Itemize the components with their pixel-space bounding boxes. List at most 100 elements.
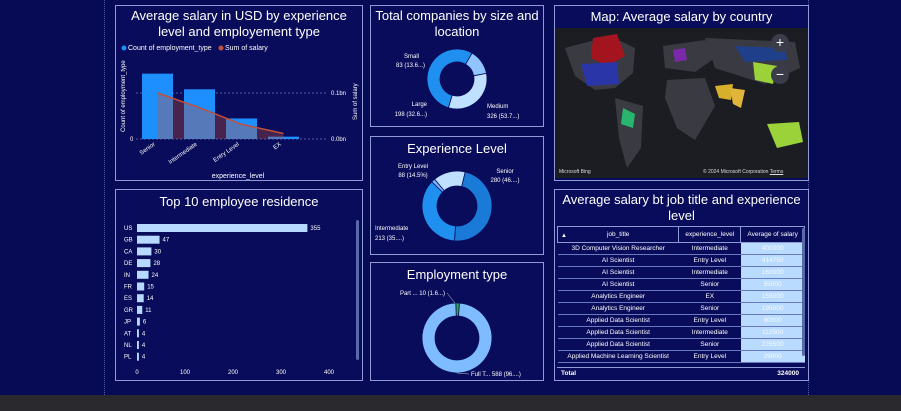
cell-average-salary: 160000 <box>740 266 805 279</box>
employment-title: Employment type <box>406 267 508 282</box>
cell-job-title: 3D Computer Vision Researcher <box>557 242 679 255</box>
legend-sum-label: Sum of salary <box>225 45 268 52</box>
cell-experience-level: Intermediate <box>678 326 741 339</box>
datalabel-jp: 6 <box>143 320 147 326</box>
datalabel-intermediate: 213 (35....) <box>375 236 404 242</box>
bar-ca[interactable] <box>137 247 152 256</box>
canvas-left-border <box>104 0 105 395</box>
bar-gb[interactable] <box>137 235 160 244</box>
table-row[interactable]: AI Scientist Senior 55000 <box>557 278 805 291</box>
table-row[interactable]: Analytics Engineer Senior 195000 <box>557 302 805 315</box>
map-panel[interactable]: Map: Average salary by country + − Micro… <box>554 5 809 181</box>
col-header-average-salary[interactable]: Average of salary <box>740 226 805 243</box>
map-credit-corp: © 2024 Microsoft Corporation Terms <box>703 169 783 175</box>
slice-ex[interactable] <box>431 178 445 193</box>
x-tick-entry-level: Entry Level <box>213 142 241 164</box>
salary-experience-panel[interactable]: Average salary in USD by experience leve… <box>115 5 363 181</box>
x-tick-0: 0 <box>135 370 139 376</box>
cell-job-title: Applied Data Scientist <box>557 326 679 339</box>
bar-jp[interactable] <box>137 317 140 326</box>
x-tick-200: 200 <box>228 370 239 376</box>
cell-job-title: AI Scientist <box>557 266 679 279</box>
cell-experience-level: Intermediate <box>678 242 741 255</box>
table-row[interactable]: Applied Data Scientist Senior 276500 <box>557 338 805 351</box>
datalabel-at: 4 <box>142 331 146 337</box>
cell-job-title: Analytics Engineer <box>557 290 679 303</box>
map-credit-bing: Microsoft Bing <box>559 169 591 175</box>
y-left-tick-0: 0 <box>130 137 134 143</box>
x-tick-intermediate: Intermediate <box>168 141 199 165</box>
col-header-experience-level[interactable]: experience_level <box>678 226 742 243</box>
usa-region <box>581 62 619 86</box>
bar-in[interactable] <box>137 270 149 279</box>
experience-donut-chart: Entry Level 88 (14.5%) Senior 280 (46....) I… <box>375 164 520 242</box>
slice-intermediate[interactable] <box>421 181 456 242</box>
y-right-label: Sum of salary <box>353 83 359 120</box>
bar-es[interactable] <box>137 294 144 303</box>
table-row[interactable]: Analytics Engineer EX 155000 <box>557 290 805 303</box>
legend-sum-marker <box>218 45 224 51</box>
slice-senior[interactable] <box>454 171 493 242</box>
slice-medium[interactable] <box>426 48 473 109</box>
datalabel-de: 28 <box>153 261 160 267</box>
cell-experience-level: EX <box>678 290 741 303</box>
cell-experience-level: Entry Level <box>678 254 741 267</box>
experience-panel[interactable]: Experience Level Entry Level 88 (14.5%) Se… <box>370 136 544 255</box>
table-row[interactable]: AI Scientist Entry Level 414750 <box>557 254 805 267</box>
datalabel-small: 83 (13.6...) <box>396 63 425 69</box>
bar-at[interactable] <box>137 329 139 338</box>
bar-de[interactable] <box>137 259 151 268</box>
total-label: Total <box>561 370 577 377</box>
cell-job-title: AI Scientist <box>557 254 679 267</box>
bar-count-intermediate[interactable] <box>184 89 215 139</box>
y-tick-de: DE <box>124 261 132 267</box>
zoom-in-button[interactable]: + <box>771 34 789 52</box>
bar-count-senior[interactable] <box>142 73 173 139</box>
label-small: Small <box>404 54 419 60</box>
table-row[interactable]: Applied Data Scientist Entry Level 80000 <box>557 314 805 327</box>
bar-us[interactable] <box>137 224 308 232</box>
datalabel-es: 14 <box>147 296 154 302</box>
companies-panel[interactable]: Total companies by size and location Sma… <box>370 5 544 127</box>
sort-arrow-icon[interactable]: ▲ <box>561 233 567 239</box>
datalabel-nl: 4 <box>142 343 146 349</box>
y-right-tick-zero: 0.0bn <box>331 137 346 143</box>
bar-pl[interactable] <box>137 352 139 361</box>
table-body: 3D Computer Vision Researcher Intermediat… <box>557 242 805 363</box>
table-scrollbar[interactable] <box>802 228 805 356</box>
datalabel-pl: 4 <box>142 355 146 361</box>
slice-large[interactable] <box>447 72 488 110</box>
leader-full-time <box>456 372 470 375</box>
residence-panel[interactable]: Top 10 employee residence US 355 GB 47 CA 30 D… <box>115 189 363 381</box>
bar-nl[interactable] <box>137 341 139 349</box>
bar-count-entry-level[interactable] <box>226 118 257 139</box>
datalabel-part-time: Part ... 10 (1.6...) <box>400 291 445 297</box>
y-tick-jp: JP <box>124 320 131 326</box>
map-terms-link[interactable]: Terms <box>769 169 784 175</box>
slice-full-t-[interactable] <box>421 302 493 374</box>
residence-title: Top 10 employee residence <box>159 194 319 209</box>
brazil-region <box>621 108 635 128</box>
datalabel-senior: 280 (46....) <box>490 178 519 184</box>
bar-fr[interactable] <box>137 282 145 291</box>
y-tick-in: IN <box>124 273 130 279</box>
residence-scrollbar[interactable] <box>356 220 359 360</box>
world-map[interactable] <box>555 28 808 178</box>
bar-gr[interactable] <box>137 305 143 314</box>
table-row[interactable]: 3D Computer Vision Researcher Intermediat… <box>557 242 805 255</box>
status-bar <box>0 395 901 411</box>
table-row[interactable]: Applied Data Scientist Intermediate 112500 <box>557 326 805 339</box>
salary-table-panel[interactable]: Average salary bt job title and experien… <box>554 189 809 381</box>
x-tick-100: 100 <box>180 370 191 376</box>
table-row[interactable]: AI Scientist Intermediate 160000 <box>557 266 805 279</box>
companies-donut-chart: Small 83 (13.6...) Large 198 (32.6...) Mediu… <box>395 48 519 120</box>
bar-count-ex[interactable] <box>268 136 299 139</box>
employment-panel[interactable]: Employment type Part ... 10 (1.6...) Full… <box>370 262 544 381</box>
cell-average-salary: 195000 <box>740 302 805 315</box>
zoom-out-button[interactable]: − <box>771 66 789 84</box>
table-row[interactable]: Applied Machine Learning Scientist Entry … <box>557 350 805 363</box>
col-header-job-title[interactable]: job_title <box>557 226 680 243</box>
employment-donut-chart: Part ... 10 (1.6...) Full T... 588 (96...… <box>400 291 521 378</box>
cell-experience-level: Intermediate <box>678 266 741 279</box>
table-header-row: job_title experience_level Average of sa… <box>557 226 805 243</box>
